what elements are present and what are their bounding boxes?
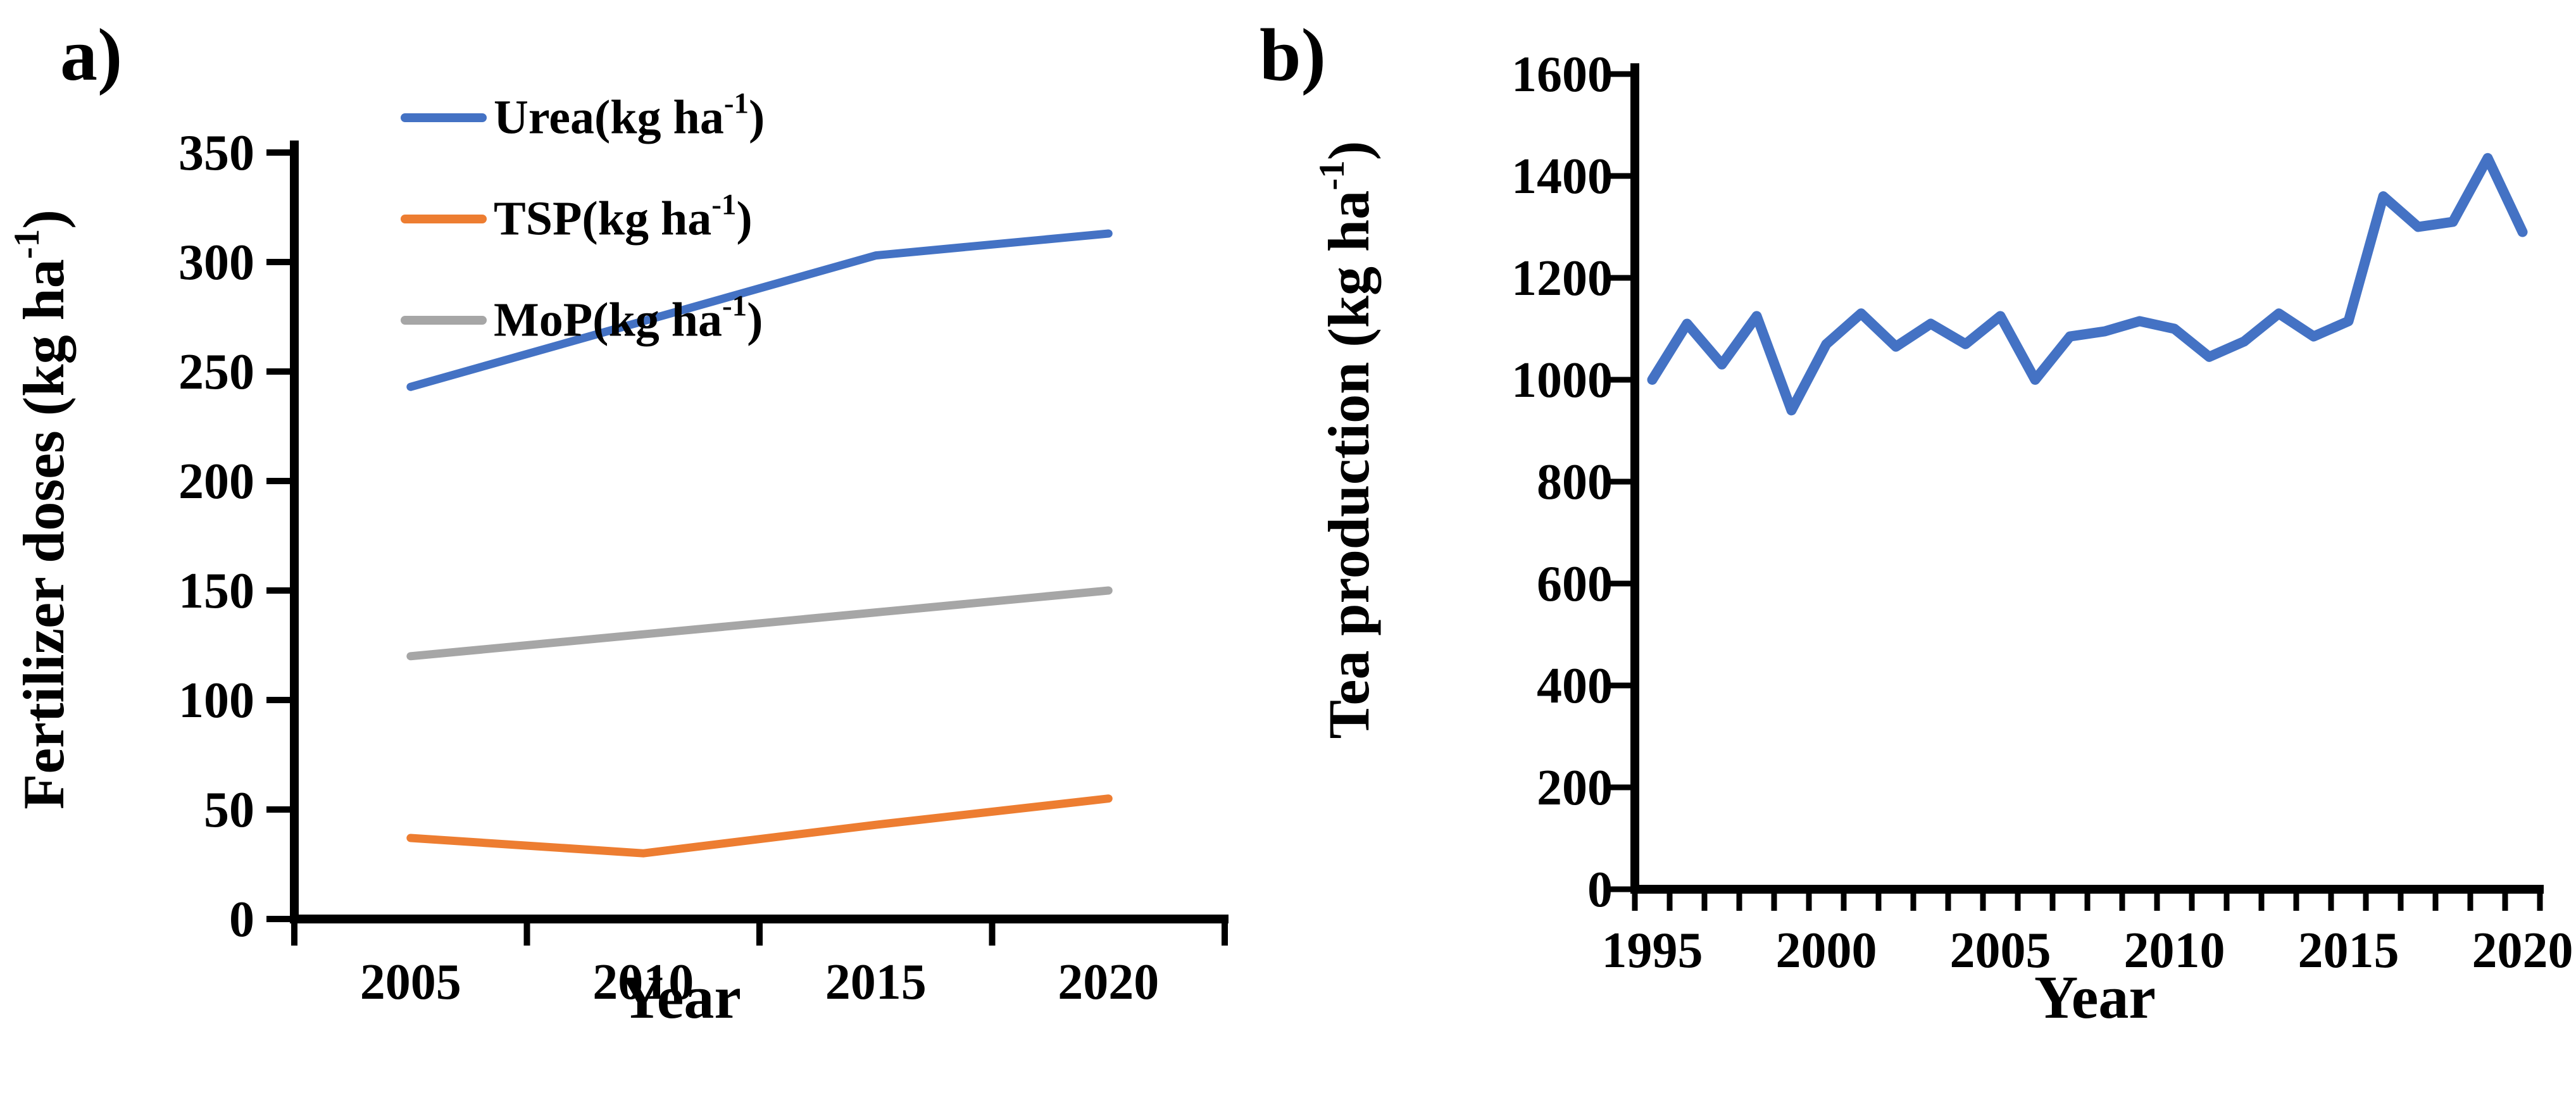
fertilizer-doses-y-tick-label: 250 [178,344,254,400]
tea-production-y-tick-label: 1200 [1511,251,1613,306]
tea-production-x-tick-label: 1995 [1602,923,1703,978]
tea-production-x-tick-label: 2010 [2124,923,2225,978]
tea-production-y-tick-label: 400 [1537,658,1613,714]
fertilizer-doses-x-tick-label: 2015 [825,954,927,1010]
panel-a-label: a) [60,13,123,96]
tea-production-x-tick-label: 2005 [1950,923,2051,978]
tea-production-y-tick-label: 1600 [1511,47,1613,103]
legend-label-urea: Urea(kg ha-1) [494,87,765,144]
fertilizer-doses-series-line-mop [406,586,1113,661]
tea-production-y-tick-label: 200 [1537,760,1613,816]
chart-b-x-axis-title: Year [2034,963,2156,1031]
fertilizer-doses-y-tick-label: 100 [178,673,254,728]
tea-production-y-axis-title: Tea production (kg ha-1) [1312,141,1381,739]
tea-production-x-tick-label: 2015 [2298,923,2399,978]
fertilizer-doses-y-tick-label: 300 [178,235,254,291]
fertilizer-doses-x-tick-label: 2010 [592,954,694,1010]
tea-production-y-tick-label: 600 [1537,556,1613,612]
legend-label-tsp: TSP(kg ha-1) [494,188,753,245]
tea-production-y-tick-label: 1000 [1511,353,1613,408]
fertilizer-doses-y-tick-label: 50 [204,782,254,838]
legend-label-mop: MoP(kg ha-1) [494,289,763,346]
chart-a-x-axis-title: Year [620,963,741,1031]
fertilizer-doses-y-tick-label: 350 [178,125,254,181]
tea-production-x-tick-label: 2020 [2472,923,2573,978]
tea-production-y-tick-label: 0 [1587,862,1613,918]
fertilizer-doses-x-tick-label: 2020 [1058,954,1159,1010]
fertilizer-doses-y-tick-label: 0 [229,892,254,947]
tea-production-x-tick-label: 2000 [1776,923,1877,978]
fertilizer-doses-y-tick-label: 200 [178,454,254,509]
panel-b-label: b) [1260,13,1326,96]
tea-production-y-tick-label: 1400 [1511,149,1613,204]
tea-production-y-tick-label: 800 [1537,454,1613,510]
tea-production-series-line-tea [1647,153,2528,416]
fertilizer-doses-y-axis-title: Fertilizer doses (kg ha-1) [7,209,76,810]
fertilizer-doses-x-tick-label: 2005 [360,954,461,1010]
fertilizer-doses-series-line-urea [406,229,1113,391]
fertilizer-doses-series-line-tsp [406,794,1113,858]
fertilizer-doses-y-tick-label: 150 [178,563,254,619]
